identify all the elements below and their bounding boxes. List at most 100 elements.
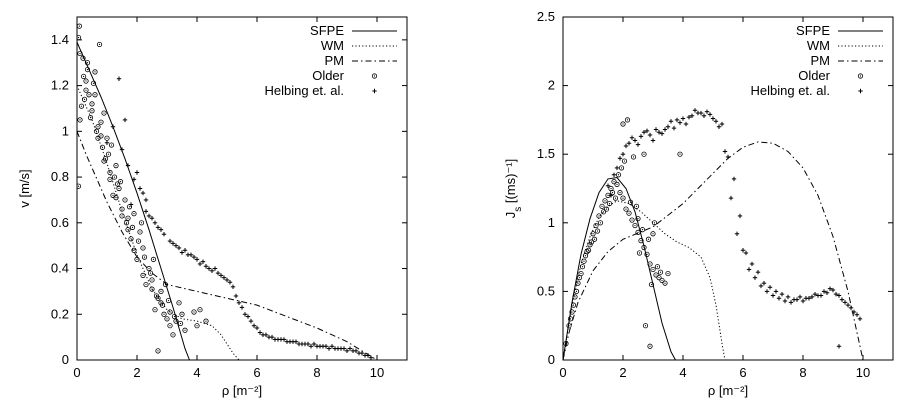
y-tick-label: 2 [548,78,555,93]
data-point-helbing [236,300,242,306]
y-tick-label: 0 [62,352,69,367]
data-point-older [656,275,662,281]
data-point-older [155,348,161,354]
data-point-older [615,172,622,178]
data-point-helbing [125,163,131,168]
data-point-helbing [830,287,836,293]
data-point-older [599,203,605,209]
data-point-older [569,309,575,315]
data-point-older [630,154,637,160]
x-tick-label: 4 [679,365,686,380]
data-point-older [89,108,95,114]
data-point-older [117,179,124,185]
data-point-older [591,236,598,242]
x-tick-label: 6 [253,365,260,380]
data-point-older [77,34,82,41]
data-point-helbing [845,302,851,308]
data-point-older [653,272,659,278]
data-point-helbing [659,131,665,136]
data-point-older [101,110,107,116]
data-point-older [648,281,655,288]
y-tick-label: 0.5 [537,283,555,298]
data-point-helbing [782,298,788,304]
data-point-older [150,256,157,262]
data-point-older [149,277,155,283]
data-point-older [161,311,167,317]
data-point-older [113,163,119,169]
data-point-helbing [260,332,266,338]
data-point-helbing [173,243,179,248]
data-point-older [110,192,116,198]
data-point-helbing [203,264,209,269]
data-point-older [111,174,118,180]
data-point-older [602,198,608,204]
data-point-helbing [617,156,623,161]
legend-label: Helbing et. al. [751,83,831,98]
data-point-helbing [116,76,122,81]
data-point-older [647,343,653,349]
data-point-helbing [233,293,239,299]
data-point-helbing [122,117,128,123]
data-point-helbing [650,138,656,143]
data-point-older [93,128,100,134]
x-axis-label: ρ [m⁻²] [708,383,748,398]
data-point-helbing [686,114,692,120]
data-point-helbing [221,275,227,280]
data-point-older [641,151,647,157]
data-point-helbing [785,294,791,300]
y-tick-label: 1.2 [51,78,69,93]
data-point-older [576,275,583,281]
data-point-helbing [851,309,857,315]
legend-label: Older [312,68,344,83]
data-point-helbing [248,318,254,324]
x-tick-label: 0 [73,365,80,380]
data-point-older [129,224,136,230]
data-point-helbing [326,346,332,351]
data-point-older [101,158,107,164]
data-point-helbing [266,334,272,340]
data-point-helbing [626,141,632,146]
data-point-older [585,247,592,253]
data-point-older [596,213,602,219]
legend-label: WM [321,38,344,53]
data-point-older [621,158,628,164]
data-point-older [131,211,137,217]
data-point-older [647,261,653,267]
data-point-helbing [614,165,620,171]
data-point-helbing [689,113,695,118]
data-point-older [627,199,634,205]
data-point-older [149,286,155,292]
data-point-older [612,195,619,201]
data-point-older [624,117,631,123]
data-point-helbing [209,268,215,274]
data-point-helbing [296,341,302,347]
data-point-helbing [302,341,308,347]
legend-label: Older [798,68,830,83]
x-tick-label: 6 [739,365,746,380]
data-point-older [108,142,115,148]
data-point-older [131,247,137,253]
data-point-helbing [761,280,767,286]
data-point-helbing [167,238,173,244]
data-point-older [182,327,188,333]
data-point-older [650,266,656,273]
data-point-older [98,133,104,139]
data-point-helbing [806,296,812,301]
data-point-helbing [770,293,776,298]
data-point-older [138,220,145,226]
data-point-older [173,318,179,324]
data-point-older [642,323,649,329]
data-point-older [89,101,95,107]
legend-label: PM [811,53,831,68]
data-point-older [600,209,607,215]
data-point-helbing [200,259,206,264]
data-point-older [84,60,91,66]
data-point-older [644,251,650,257]
data-point-older [176,300,182,306]
data-point-older [140,245,146,251]
data-point-helbing [710,116,716,121]
data-point-older [177,320,184,327]
data-point-older [77,50,83,57]
data-point-helbing [257,330,263,335]
data-point-older [662,280,668,286]
